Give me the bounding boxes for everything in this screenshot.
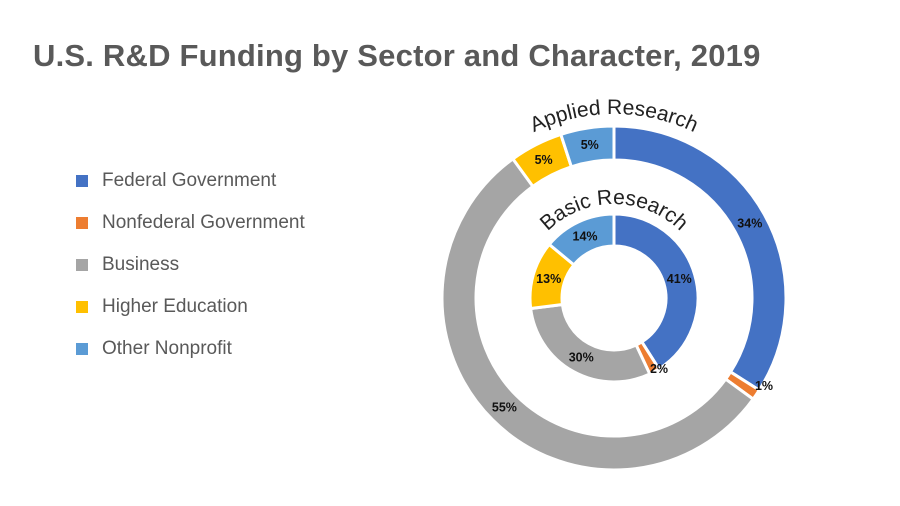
legend-label: Federal Government (102, 170, 277, 191)
chart-legend: Federal Government Nonfederal Government B… (76, 160, 305, 370)
outer-label-other-nonprofit: 5% (581, 138, 599, 152)
inner-slice-federal-government (612, 212, 700, 371)
inner-slice-other-nonprofit (547, 212, 616, 267)
outer-label-higher-education: 5% (535, 153, 553, 167)
legend-item-higher-education: Higher Education (76, 286, 305, 328)
outer-label-federal-government: 34% (737, 216, 762, 230)
inner-slice-business (528, 302, 652, 384)
outer-slice-other-nonprofit (558, 124, 616, 169)
inner-label-higher-education: 13% (536, 272, 561, 286)
legend-item-federal-government: Federal Government (76, 160, 305, 202)
legend-swatch (76, 217, 88, 229)
chart-title: U.S. R&D Funding by Sector and Character… (33, 38, 761, 73)
legend-label: Higher Education (102, 296, 248, 317)
legend-label: Business (102, 254, 180, 275)
legend-label: Nonfederal Government (102, 212, 305, 233)
outer-label-business: 55% (492, 401, 517, 415)
inner-label-federal-government: 41% (667, 272, 692, 286)
legend-item-other-nonprofit: Other Nonprofit (76, 328, 305, 370)
legend-label: Other Nonprofit (102, 338, 232, 359)
inner-label-other-nonprofit: 14% (573, 229, 598, 243)
inner-label-business: 30% (569, 351, 594, 365)
outer-slice-business (440, 156, 756, 472)
outer-label-nonfederal-government: 1% (755, 379, 773, 393)
inner-label-nonfederal-government: 2% (650, 362, 668, 376)
legend-swatch (76, 259, 88, 271)
legend-swatch (76, 343, 88, 355)
legend-item-nonfederal-government: Nonfederal Government (76, 202, 305, 244)
legend-swatch (76, 301, 88, 313)
legend-swatch (76, 175, 88, 187)
legend-item-business: Business (76, 244, 305, 286)
